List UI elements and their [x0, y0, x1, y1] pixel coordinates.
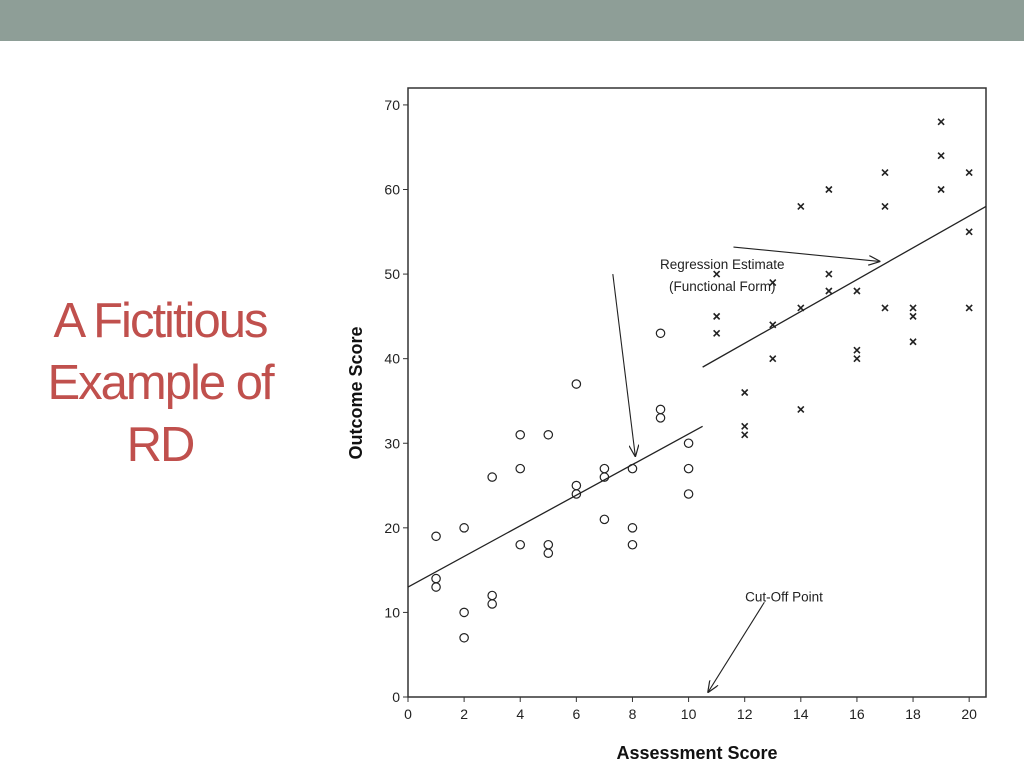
data-point-circle: [655, 413, 666, 423]
data-point-circle: [599, 514, 610, 525]
data-point-circle: [655, 328, 666, 339]
data-point-cross: [741, 431, 749, 439]
annotation-arrow: [733, 246, 879, 261]
data-point-cross: [937, 152, 945, 160]
data-point-cross: [825, 270, 833, 278]
data-point-circle: [683, 438, 694, 449]
data-point-cross: [769, 321, 777, 329]
x-tick-label: 14: [793, 706, 809, 722]
x-axis-label: Assessment Score: [616, 743, 777, 763]
x-tick-label: 16: [849, 706, 865, 722]
data-point-cross: [965, 304, 973, 312]
data-point-cross: [965, 228, 973, 236]
y-tick-label: 20: [384, 520, 400, 536]
y-tick-label: 40: [384, 351, 400, 367]
y-tick-label: 30: [384, 435, 400, 451]
data-point-circle: [683, 463, 694, 474]
data-point-cross: [937, 185, 945, 194]
slide-title-line-1: A Fictitious: [53, 294, 269, 348]
data-point-cross: [797, 405, 805, 413]
data-point-cross: [909, 338, 917, 346]
data-point-circle: [571, 379, 582, 389]
data-point-circle: [627, 463, 638, 474]
data-point-cross: [881, 169, 889, 177]
slide-title-line-3: RD: [126, 418, 196, 473]
annotation-arrow: [708, 601, 765, 692]
data-point-circle: [515, 463, 526, 474]
y-tick-label: 0: [392, 689, 400, 705]
scatter-chart: 0 2 4 6 8 10 12 14 16 18 20 0 10 20 30 40 50 60 70 Regress…: [346, 87, 987, 763]
data-point-circle: [543, 429, 554, 440]
annotation-arrow: [612, 274, 635, 456]
x-tick-label: 6: [572, 706, 580, 722]
annotation-text: Cut-Off Point: [745, 589, 823, 604]
data-point-cross: [825, 185, 833, 194]
regression-line: [407, 425, 703, 588]
data-point-cross: [909, 304, 917, 312]
data-point-cross: [909, 312, 917, 320]
data-point-circle: [515, 429, 526, 440]
x-tick-label: 20: [961, 706, 977, 722]
y-tick-label: 50: [384, 266, 400, 282]
x-tick-label: 2: [460, 706, 468, 722]
data-point-circle: [431, 582, 441, 592]
data-point-cross: [769, 355, 777, 363]
data-point-cross: [713, 329, 721, 337]
data-point-cross: [713, 270, 721, 278]
data-point-circle: [571, 489, 582, 499]
data-point-cross: [769, 278, 777, 287]
data-point-cross: [937, 118, 945, 126]
data-point-circle: [683, 489, 694, 499]
data-point-cross: [797, 202, 805, 210]
data-point-cross: [881, 304, 889, 312]
data-point-circle: [627, 539, 638, 550]
data-point-cross: [713, 312, 721, 320]
x-tick-label: 8: [629, 706, 637, 722]
y-tick-label: 70: [384, 97, 400, 113]
data-point-cross: [741, 422, 749, 430]
x-tick-label: 10: [681, 706, 697, 722]
plot-area: [407, 87, 987, 698]
y-axis-label: Outcome Score: [346, 326, 366, 459]
data-point-circle: [627, 523, 638, 533]
data-point-circle: [431, 531, 441, 542]
data-point-cross: [853, 346, 861, 354]
data-point-circle: [459, 607, 469, 618]
data-point-cross: [881, 202, 889, 210]
data-point-circle: [459, 523, 469, 533]
data-point-cross: [965, 169, 973, 177]
data-point-cross: [741, 388, 749, 397]
y-tick-label: 60: [384, 182, 400, 198]
data-point-circle: [487, 599, 497, 609]
x-tick-label: 12: [737, 706, 753, 722]
x-tick-label: 0: [404, 706, 412, 722]
x-tick-label: 4: [516, 706, 524, 722]
data-point-circle: [543, 548, 554, 559]
data-point-cross: [853, 287, 861, 295]
annotation-text: Regression Estimate: [660, 257, 785, 272]
y-tick-label: 10: [384, 604, 400, 620]
data-point-cross: [797, 304, 805, 312]
data-point-circle: [459, 632, 469, 643]
header-bar: [0, 0, 1024, 41]
data-point-cross: [825, 287, 833, 295]
x-tick-label: 18: [905, 706, 921, 722]
data-point-circle: [599, 472, 610, 482]
data-point-cross: [853, 355, 861, 363]
slide-title-line-2: Example of: [47, 356, 274, 411]
data-point-circle: [487, 472, 497, 482]
annotation-text: (Functional Form): [669, 279, 776, 294]
data-point-circle: [515, 539, 526, 550]
regression-line: [702, 205, 987, 368]
slide-title: A Fictitious Example of RD: [10, 290, 310, 477]
